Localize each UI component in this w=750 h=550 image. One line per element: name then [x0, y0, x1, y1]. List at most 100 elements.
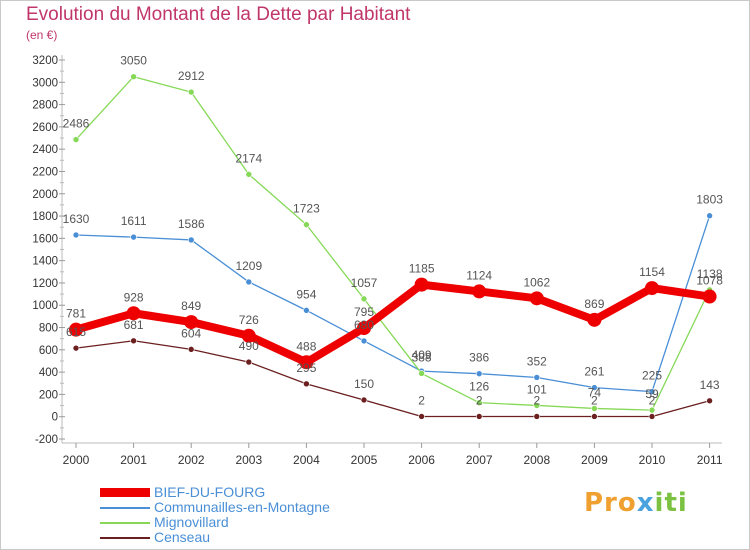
legend-label: Censeau — [154, 529, 211, 545]
data-label: 928 — [124, 290, 144, 304]
data-point — [184, 315, 199, 330]
data-label: 150 — [354, 377, 374, 391]
data-point — [648, 388, 656, 395]
data-point — [533, 402, 541, 409]
data-point — [475, 370, 483, 377]
data-label: 1124 — [466, 268, 492, 282]
chart-title: Evolution du Montant de la Dette par Hab… — [26, 4, 411, 25]
data-point — [130, 73, 137, 81]
data-point — [414, 277, 429, 292]
series-line — [75, 340, 710, 418]
data-label: 1062 — [523, 275, 550, 289]
x-tick-label: 2000 — [63, 453, 90, 467]
data-point — [591, 384, 598, 391]
x-tick-label: 2009 — [581, 453, 608, 467]
data-label: 1803 — [696, 193, 723, 207]
y-tick-label: -200 — [35, 434, 58, 446]
data-point — [702, 289, 717, 304]
data-label: 488 — [296, 339, 316, 353]
data-point — [299, 355, 314, 370]
data-point — [187, 346, 195, 353]
data-point — [72, 231, 80, 239]
data-label: 2486 — [63, 117, 90, 131]
y-tick-label: 3000 — [32, 77, 58, 89]
data-label: 2 — [591, 393, 598, 407]
data-point — [648, 413, 656, 420]
x-tick-label: 2010 — [639, 453, 666, 467]
data-point — [475, 399, 483, 406]
series-line — [74, 280, 711, 367]
x-tick-label: 2004 — [293, 453, 320, 467]
data-point — [648, 406, 656, 414]
y-tick-label: 2400 — [32, 144, 58, 156]
x-tick-label: 2006 — [408, 453, 435, 467]
y-tick-label: 1200 — [32, 278, 58, 290]
y-tick-label: 600 — [39, 345, 58, 357]
legend-label: Communailles-en-Montagne — [154, 499, 330, 515]
data-label: 1138 — [697, 267, 723, 281]
data-point — [303, 221, 310, 228]
data-point — [706, 397, 713, 405]
y-tick-label: 2800 — [32, 100, 58, 112]
x-tick-label: 2005 — [351, 453, 378, 467]
data-label: 2 — [476, 393, 483, 407]
data-point — [187, 236, 195, 244]
data-label: 680 — [354, 318, 374, 332]
data-label: 1057 — [351, 276, 378, 290]
unit-label: (en €) — [26, 28, 58, 42]
data-label: 3050 — [120, 54, 147, 68]
data-label: 2174 — [235, 151, 262, 165]
data-label: 1185 — [409, 262, 435, 276]
data-label: 386 — [469, 351, 489, 365]
data-point — [357, 321, 371, 336]
x-tick-label: 2003 — [235, 453, 262, 467]
data-label: 795 — [354, 305, 374, 319]
y-tick-label: 200 — [39, 389, 58, 401]
y-tick-label: 1800 — [32, 211, 58, 223]
data-label: 681 — [124, 318, 144, 332]
data-point — [245, 358, 253, 366]
data-label: 74 — [588, 385, 602, 399]
x-tick-label: 2001 — [120, 453, 147, 467]
data-point — [72, 136, 80, 143]
data-label: 2 — [418, 393, 425, 407]
data-point — [130, 337, 137, 345]
y-tick-label: 2200 — [32, 166, 58, 178]
y-tick-label: 2000 — [32, 189, 58, 201]
series-line — [75, 76, 711, 411]
data-label: 101 — [527, 382, 547, 396]
data-point — [706, 212, 713, 220]
y-tick-label: 800 — [39, 323, 58, 335]
legend-label: Mignovillard — [154, 514, 229, 530]
data-point — [418, 413, 425, 420]
y-tick-label: 1400 — [32, 256, 58, 268]
data-label: 2912 — [178, 69, 205, 83]
x-tick-label: 2008 — [523, 453, 550, 467]
data-point — [529, 291, 544, 306]
data-label: 490 — [239, 339, 259, 353]
data-point — [187, 88, 195, 96]
data-point — [360, 396, 368, 404]
data-label: 849 — [181, 299, 201, 313]
x-tick-label: 2002 — [178, 453, 205, 467]
data-label: 954 — [296, 287, 316, 301]
data-point — [72, 344, 80, 352]
legend-swatch — [100, 537, 150, 539]
x-tick-label: 2007 — [466, 453, 493, 467]
data-label: 388 — [412, 350, 432, 364]
data-label: 352 — [527, 354, 547, 368]
data-label: 225 — [642, 369, 662, 383]
data-point — [245, 171, 253, 178]
y-tick-label: 0 — [52, 412, 58, 424]
data-label: 1630 — [63, 212, 90, 226]
data-label: 59 — [645, 387, 659, 401]
data-point — [645, 281, 659, 296]
legend-label: BIEF-DU-FOURG — [154, 484, 266, 500]
y-tick-label: 2600 — [32, 122, 58, 134]
data-point — [472, 284, 487, 299]
data-label: 409 — [412, 348, 432, 362]
data-point — [241, 328, 256, 343]
x-tick-label: 2011 — [697, 453, 723, 467]
